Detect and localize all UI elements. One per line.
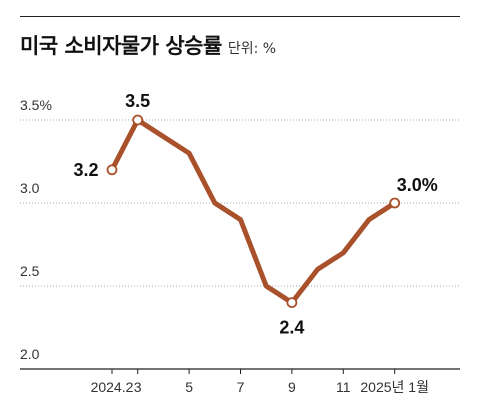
x-tick-label: 9: [288, 379, 296, 395]
top-rule: [20, 16, 460, 17]
unit-label: 단위: %: [227, 41, 277, 57]
data-point: [389, 197, 401, 209]
data-point: [106, 164, 118, 176]
data-label: 3.2: [73, 160, 98, 180]
y-tick-label: 2.5: [20, 263, 40, 279]
series-cpi: [109, 117, 398, 306]
x-tick-label: 2025년 1월: [360, 379, 429, 395]
y-tick-label: 3.0: [20, 180, 40, 196]
series-line: [109, 117, 398, 306]
x-tick-label: 3: [134, 379, 142, 395]
data-point: [286, 297, 298, 309]
data-point: [132, 114, 144, 126]
y-tick-label: 3.5%: [20, 97, 52, 113]
x-tick-label: 7: [237, 379, 245, 395]
y-tick-label: 2.0: [20, 346, 40, 362]
y-axis-ticks: 3.5% 3.0 2.5 2.0: [20, 97, 52, 362]
markers: [106, 114, 401, 309]
data-labels: 3.2 3.5 2.4 3.0%: [73, 91, 437, 338]
x-tick-label: 11: [336, 379, 351, 395]
chart-title: 미국 소비자물가 상승률: [20, 34, 222, 58]
data-label: 3.5: [125, 91, 150, 111]
x-axis: 2024.2 3 5 7 9 11 2025년 1월: [91, 369, 429, 395]
x-tick-label: 2024.2: [91, 379, 134, 395]
data-label: 2.4: [279, 318, 304, 338]
title-block: 미국 소비자물가 상승률 단위: %: [20, 30, 276, 60]
data-label: 3.0%: [397, 175, 438, 195]
grid: [20, 119, 460, 370]
x-tick-label: 5: [185, 379, 193, 395]
